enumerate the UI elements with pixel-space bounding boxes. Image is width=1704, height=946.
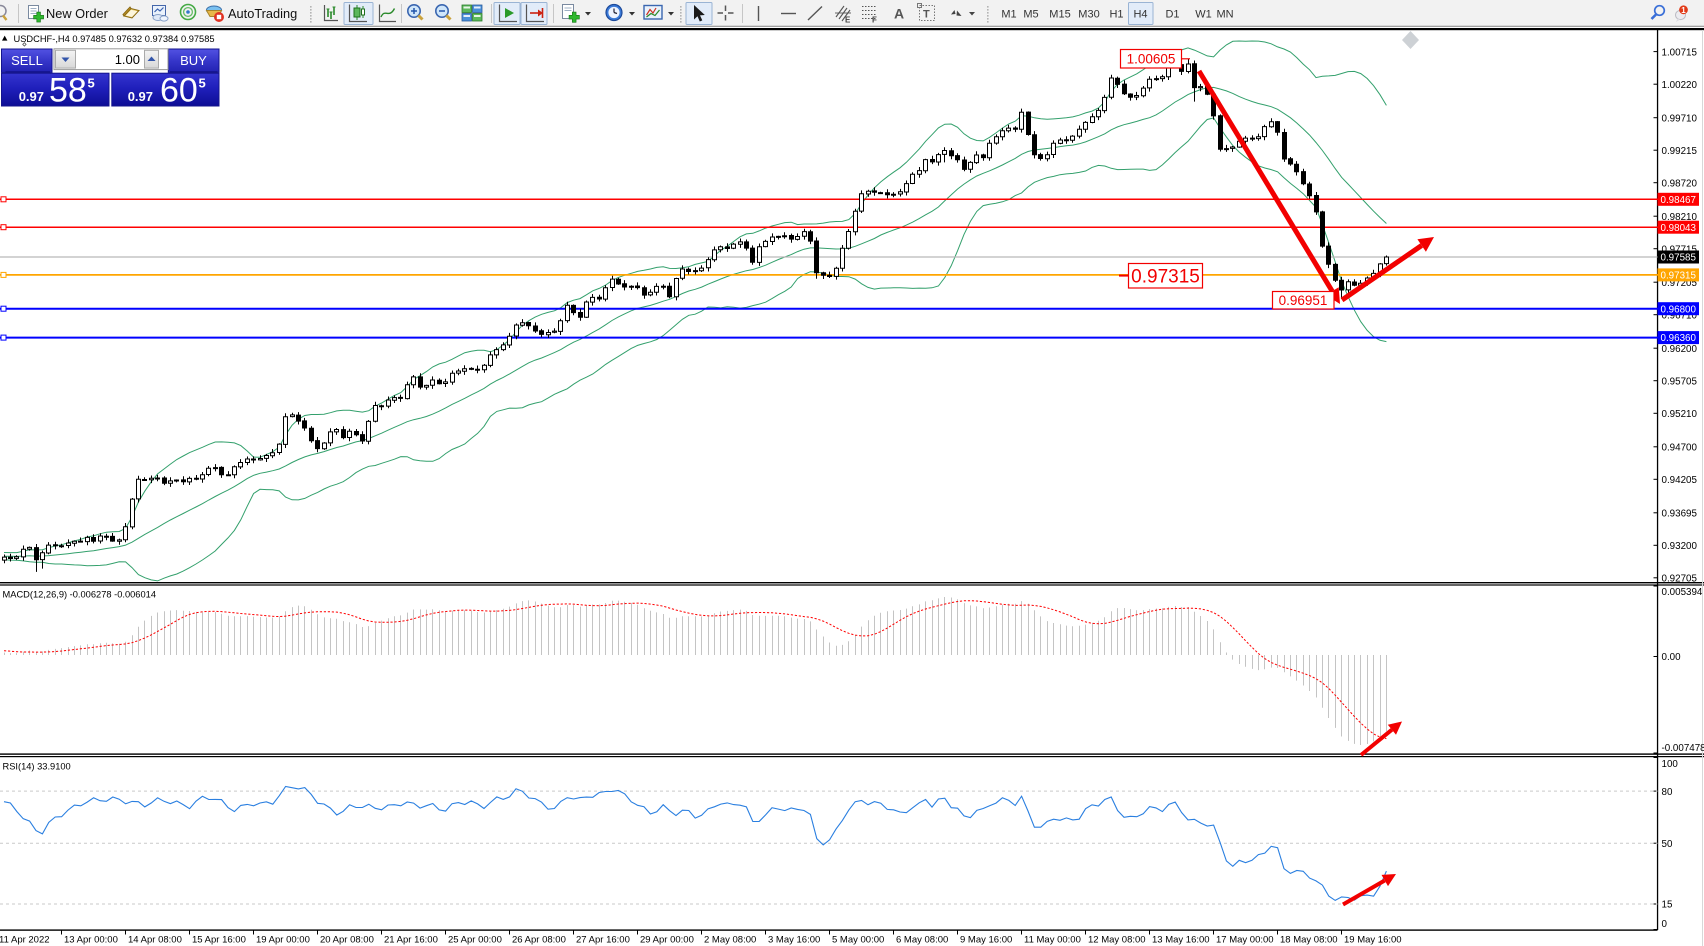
svg-text:19 May 16:00: 19 May 16:00 [1344, 935, 1402, 946]
svg-text:18 May 08:00: 18 May 08:00 [1280, 935, 1338, 946]
svg-text:6 May 08:00: 6 May 08:00 [896, 935, 948, 946]
svg-text:0.97205: 0.97205 [1662, 278, 1698, 289]
svg-text:0.92705: 0.92705 [1662, 574, 1698, 585]
svg-text:New Order: New Order [46, 6, 109, 21]
svg-text:3 May 16:00: 3 May 16:00 [768, 935, 820, 946]
svg-text:0.95705: 0.95705 [1662, 376, 1698, 387]
svg-text:0.005394: 0.005394 [1662, 587, 1703, 598]
svg-text:0.97: 0.97 [128, 89, 153, 104]
svg-text:14 Apr 08:00: 14 Apr 08:00 [128, 935, 182, 946]
svg-text:0.97: 0.97 [19, 89, 44, 104]
svg-text:M5: M5 [1023, 9, 1038, 21]
svg-text:T: T [923, 9, 930, 21]
svg-text:1.00715: 1.00715 [1662, 47, 1698, 58]
svg-text:0.96951: 0.96951 [1279, 293, 1328, 308]
svg-text:0.00: 0.00 [1662, 652, 1682, 663]
svg-text:11 May 00:00: 11 May 00:00 [1024, 935, 1081, 946]
svg-text:0.96360: 0.96360 [1661, 333, 1697, 344]
svg-text:M1: M1 [1001, 9, 1016, 21]
svg-text:0.96200: 0.96200 [1662, 344, 1698, 355]
svg-text:BUY: BUY [180, 53, 207, 68]
svg-text:60: 60 [160, 72, 198, 110]
svg-text:27 Apr 16:00: 27 Apr 16:00 [576, 935, 630, 946]
svg-text:W1: W1 [1195, 9, 1212, 21]
svg-text:M30: M30 [1078, 9, 1099, 21]
svg-text:13 Apr 00:00: 13 Apr 00:00 [64, 935, 118, 946]
svg-text:1.00220: 1.00220 [1662, 80, 1698, 91]
svg-text:11 Apr 2022: 11 Apr 2022 [0, 935, 50, 946]
svg-text:5: 5 [88, 76, 95, 91]
svg-text:0.97315: 0.97315 [1131, 267, 1200, 288]
svg-text:0.93695: 0.93695 [1662, 509, 1698, 520]
svg-text:0.97715: 0.97715 [1662, 244, 1698, 255]
svg-text:1.00605: 1.00605 [1127, 52, 1176, 67]
svg-text:26 Apr 08:00: 26 Apr 08:00 [512, 935, 566, 946]
svg-text:H4: H4 [1133, 9, 1147, 21]
svg-text:0.96710: 0.96710 [1662, 310, 1698, 321]
svg-text:15 Apr 16:00: 15 Apr 16:00 [192, 935, 246, 946]
svg-text:M15: M15 [1049, 9, 1070, 21]
svg-text:1: 1 [1681, 6, 1686, 15]
svg-text:0.98720: 0.98720 [1662, 178, 1698, 189]
svg-text:19 Apr 00:00: 19 Apr 00:00 [256, 935, 310, 946]
svg-text:0.93200: 0.93200 [1662, 541, 1698, 552]
svg-text:21 Apr 16:00: 21 Apr 16:00 [384, 935, 438, 946]
svg-text:0.94700: 0.94700 [1662, 443, 1698, 454]
svg-text:0.99215: 0.99215 [1662, 146, 1698, 157]
svg-text:9 May 16:00: 9 May 16:00 [960, 935, 1012, 946]
svg-text:0.95210: 0.95210 [1662, 409, 1698, 420]
svg-text:0.94205: 0.94205 [1662, 475, 1698, 486]
svg-text:A: A [894, 6, 904, 22]
svg-text:RSI(14) 33.9100: RSI(14) 33.9100 [3, 762, 71, 772]
svg-text:58: 58 [49, 72, 87, 110]
svg-text:0: 0 [1662, 919, 1668, 930]
svg-text:20 Apr 08:00: 20 Apr 08:00 [320, 935, 374, 946]
svg-text:-0.007478: -0.007478 [1662, 743, 1704, 754]
svg-text:5 May 00:00: 5 May 00:00 [832, 935, 884, 946]
svg-text:5: 5 [199, 76, 206, 91]
svg-text:0.97315: 0.97315 [1661, 271, 1697, 282]
svg-text:MN: MN [1216, 9, 1233, 21]
svg-text:15: 15 [1662, 900, 1673, 911]
svg-text:0.97585: 0.97585 [1661, 253, 1697, 264]
svg-text:H1: H1 [1109, 9, 1123, 21]
svg-text:1.00: 1.00 [115, 52, 140, 67]
svg-text:80: 80 [1662, 787, 1673, 798]
svg-text:50: 50 [1662, 839, 1673, 850]
svg-text:USDCHF-,H4 0.97485 0.97632 0.: USDCHF-,H4 0.97485 0.97632 0.97384 0.975… [14, 34, 215, 44]
svg-text:0.98210: 0.98210 [1662, 212, 1698, 223]
svg-text:2 May 08:00: 2 May 08:00 [704, 935, 756, 946]
svg-text:0.98043: 0.98043 [1661, 223, 1697, 234]
svg-text:SELL: SELL [11, 53, 43, 68]
svg-text:D1: D1 [1165, 9, 1179, 21]
svg-text:17 May 00:00: 17 May 00:00 [1216, 935, 1274, 946]
svg-text:29 Apr 00:00: 29 Apr 00:00 [640, 935, 694, 946]
svg-text:0.98467: 0.98467 [1661, 195, 1696, 206]
svg-text:13 May 16:00: 13 May 16:00 [1152, 935, 1210, 946]
svg-text:0.99710: 0.99710 [1662, 113, 1698, 124]
svg-text:MACD(12,26,9) -0.006278 -0.006: MACD(12,26,9) -0.006278 -0.006014 [3, 590, 157, 600]
svg-text:F: F [872, 16, 877, 25]
svg-text:25 Apr 00:00: 25 Apr 00:00 [448, 935, 502, 946]
svg-text:0.96800: 0.96800 [1661, 304, 1697, 315]
svg-text:12 May 08:00: 12 May 08:00 [1088, 935, 1146, 946]
svg-text:100: 100 [1662, 759, 1679, 770]
svg-text:E: E [845, 16, 851, 25]
svg-text:AutoTrading: AutoTrading [228, 6, 297, 21]
